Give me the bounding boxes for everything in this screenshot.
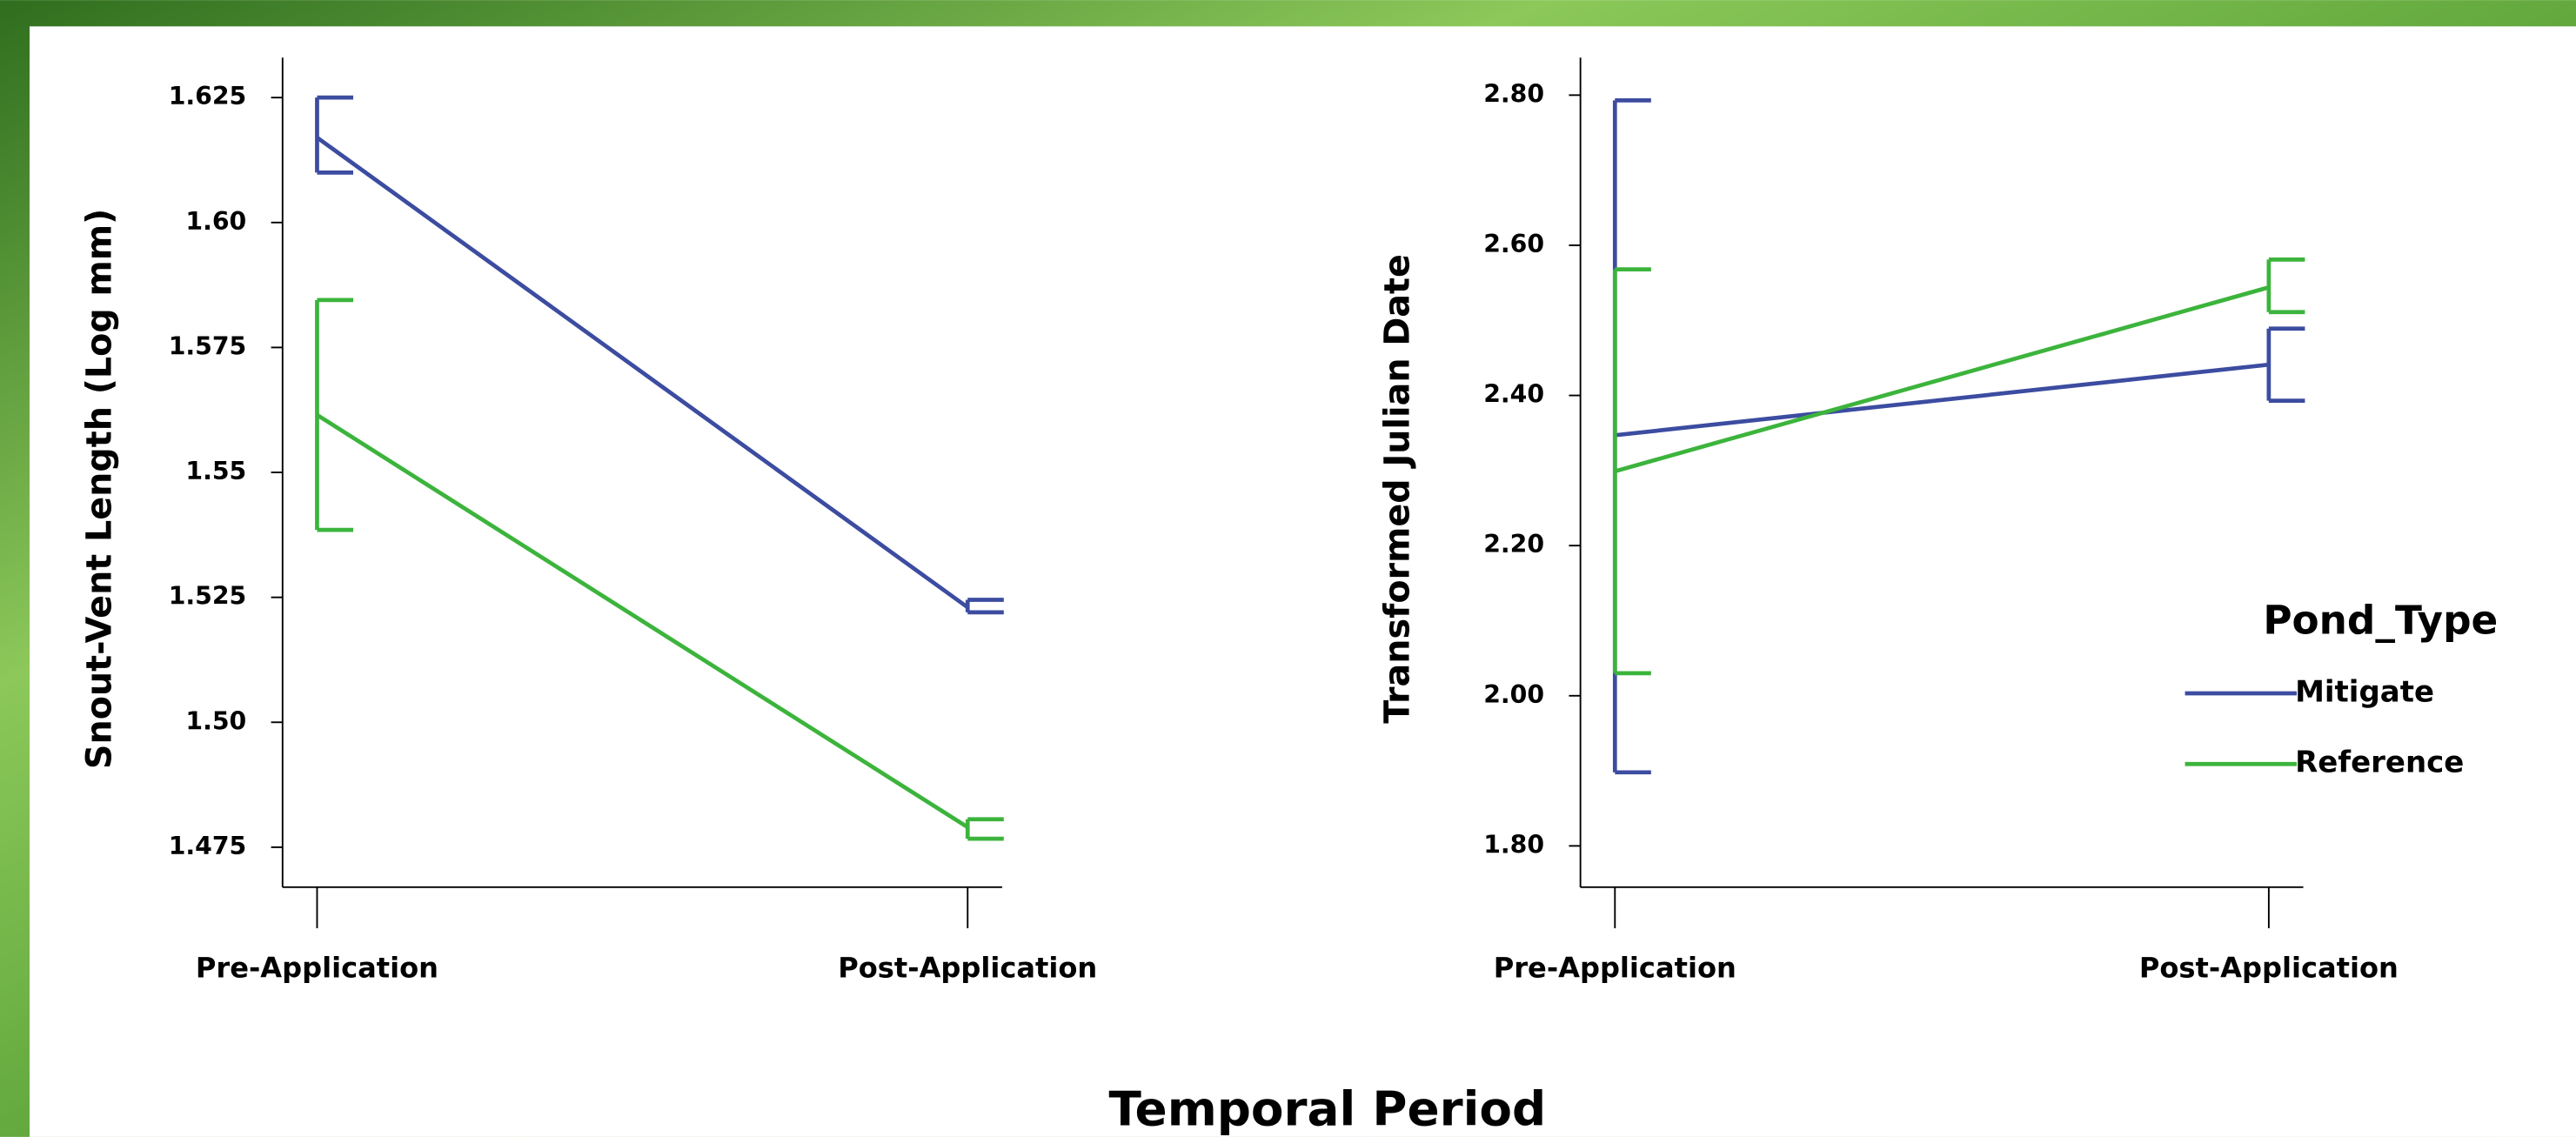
x-tick-label: Post-Application <box>838 951 1097 984</box>
y-tick-label: 1.55 <box>185 457 246 485</box>
y-tick-label: 1.525 <box>169 582 247 611</box>
x-tick-label: Pre-Application <box>1494 951 1736 984</box>
y-tick-label: 1.625 <box>169 82 247 110</box>
y-tick-label: 1.50 <box>185 706 246 735</box>
y-tick-label: 2.80 <box>1483 79 1544 108</box>
y-tick-label: 2.40 <box>1483 380 1544 409</box>
y-tick-label: 1.575 <box>169 331 247 360</box>
y-tick-label: 1.80 <box>1483 830 1544 859</box>
x-axis-title: Temporal Period <box>1108 1081 1546 1137</box>
figure: Temporal Period Snout-Vent Length (Log m… <box>0 0 2576 1137</box>
legend-label: Mitigate <box>2295 675 2434 710</box>
legend-label: Reference <box>2295 746 2464 780</box>
x-tick-label: Pre-Application <box>196 951 438 984</box>
legend-title: Pond_Type <box>2263 597 2498 643</box>
y-tick-label: 2.00 <box>1483 680 1544 709</box>
y-axis-title: Snout-Vent Length (Log mm) <box>80 209 120 769</box>
y-tick-label: 1.475 <box>169 832 247 860</box>
y-axis-title: Transformed Julian Date <box>1377 254 1417 724</box>
x-tick-label: Post-Application <box>2139 951 2399 984</box>
y-tick-label: 1.60 <box>185 207 246 236</box>
y-tick-label: 2.20 <box>1483 530 1544 558</box>
y-tick-label: 2.60 <box>1483 230 1544 258</box>
